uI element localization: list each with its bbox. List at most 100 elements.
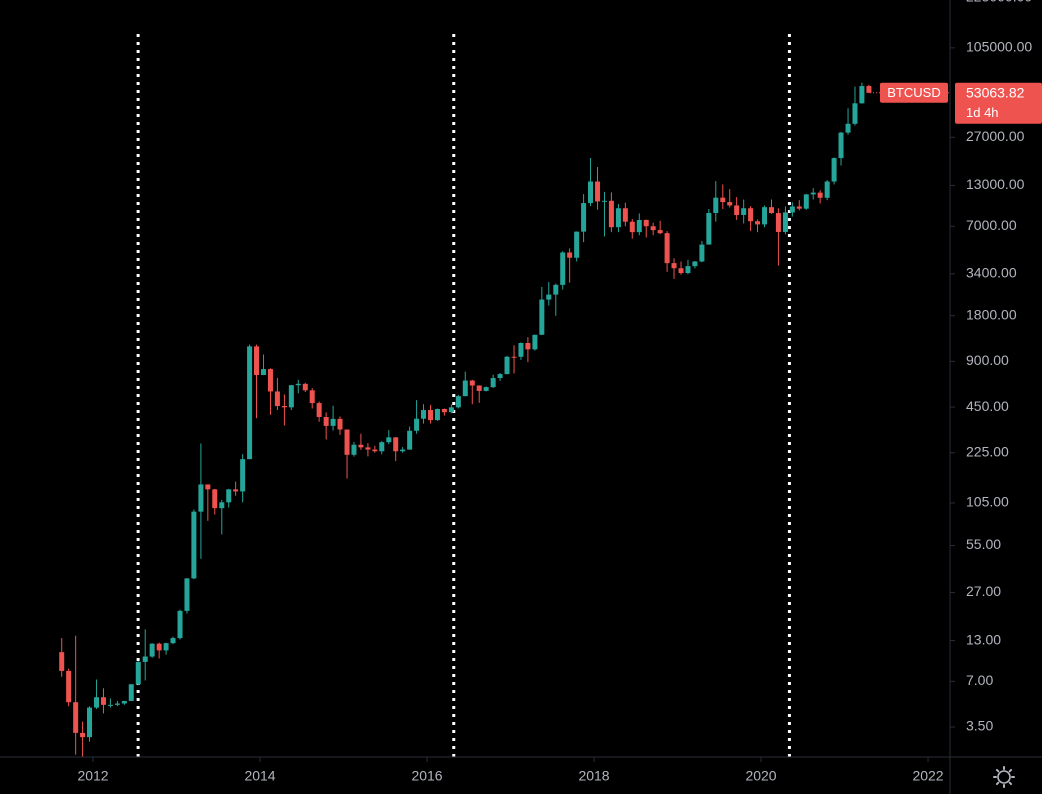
candle-body bbox=[372, 449, 378, 452]
candle-body bbox=[762, 207, 768, 225]
candle-body bbox=[727, 202, 733, 206]
candle-body bbox=[859, 86, 865, 104]
y-tick-label: 225000.00 bbox=[966, 0, 1032, 4]
y-tick-label: 55.00 bbox=[966, 536, 1001, 552]
candle-body bbox=[66, 670, 72, 703]
candle-body bbox=[142, 656, 148, 662]
candle-body bbox=[469, 380, 475, 386]
candle-body bbox=[518, 342, 524, 357]
candle-body bbox=[121, 700, 127, 704]
countdown-tag: 1d 4h bbox=[966, 105, 999, 120]
candle-body bbox=[755, 221, 761, 225]
candle-body bbox=[428, 410, 434, 421]
x-tick-label: 2020 bbox=[745, 768, 776, 784]
candle-body bbox=[588, 181, 594, 204]
candle-body bbox=[337, 418, 343, 430]
candle-body bbox=[685, 266, 691, 274]
candle-body bbox=[212, 489, 218, 509]
candle-body bbox=[483, 387, 489, 391]
candle-body bbox=[386, 437, 392, 443]
candle-body bbox=[316, 403, 322, 417]
candle-body bbox=[511, 356, 517, 358]
candle-body bbox=[302, 383, 308, 391]
price-tags: BTCUSD 53063.82 1d 4h bbox=[870, 82, 1042, 124]
candle-body bbox=[553, 284, 559, 295]
candle-body bbox=[748, 208, 754, 222]
candle-body bbox=[678, 268, 684, 274]
y-tick-label: 1800.00 bbox=[966, 306, 1017, 322]
candle-body bbox=[198, 484, 204, 512]
candle-body bbox=[421, 410, 427, 419]
y-tick-label: 13.00 bbox=[966, 631, 1001, 647]
candle-body bbox=[73, 702, 79, 733]
candle-body bbox=[525, 342, 531, 350]
x-tick-label: 2014 bbox=[244, 768, 275, 784]
candle-body bbox=[254, 346, 260, 375]
candle-body bbox=[295, 383, 301, 386]
candle-body bbox=[810, 192, 816, 195]
y-tick-label: 225.00 bbox=[966, 443, 1009, 459]
candle-body bbox=[233, 489, 239, 492]
x-tick-label: 2022 bbox=[912, 768, 943, 784]
candle-body bbox=[177, 610, 183, 639]
price-tag-bg bbox=[955, 82, 1042, 124]
candle-body bbox=[462, 380, 468, 397]
candle-body bbox=[636, 219, 642, 233]
candle-body bbox=[595, 181, 601, 202]
candle-body bbox=[247, 346, 253, 460]
settings-button[interactable] bbox=[993, 766, 1015, 788]
candle-body bbox=[664, 233, 670, 264]
candle-body bbox=[323, 416, 329, 426]
y-tick-label: 13000.00 bbox=[966, 176, 1025, 192]
y-tick-label: 27000.00 bbox=[966, 128, 1025, 144]
candle-body bbox=[497, 374, 503, 379]
symbol-tag-bg bbox=[880, 82, 948, 103]
candle-body bbox=[504, 356, 510, 375]
candle-body bbox=[650, 226, 656, 231]
candle-body bbox=[608, 200, 614, 228]
candle-body bbox=[831, 158, 837, 182]
candle-body bbox=[699, 244, 705, 262]
candle-body bbox=[643, 219, 649, 227]
candle-body bbox=[546, 294, 552, 300]
candle-body bbox=[713, 197, 719, 213]
candle-body bbox=[219, 502, 225, 509]
y-tick-label: 105000.00 bbox=[966, 39, 1032, 55]
symbol-tag: BTCUSD bbox=[887, 85, 940, 100]
candle-body bbox=[845, 123, 851, 133]
candle-body bbox=[671, 263, 677, 269]
candle-body bbox=[448, 407, 454, 413]
y-tick-label: 7000.00 bbox=[966, 217, 1017, 233]
x-tick-label: 2018 bbox=[578, 768, 609, 784]
candle-body bbox=[574, 231, 580, 258]
x-tick-label: 2012 bbox=[77, 768, 108, 784]
y-tick-label: 3400.00 bbox=[966, 265, 1017, 281]
candle-body bbox=[358, 444, 364, 448]
candle-body bbox=[441, 408, 447, 413]
candle-body bbox=[163, 643, 169, 651]
y-tick-label: 450.00 bbox=[966, 398, 1009, 414]
candle-body bbox=[803, 194, 809, 209]
candle-body bbox=[455, 396, 461, 408]
y-tick-label: 7.00 bbox=[966, 672, 993, 688]
candle-body bbox=[768, 207, 774, 214]
candle-body bbox=[407, 430, 413, 450]
candle-body bbox=[657, 230, 663, 234]
y-tick-label: 105.00 bbox=[966, 494, 1009, 510]
candle-body bbox=[94, 697, 100, 708]
candle-body bbox=[782, 212, 788, 232]
candle-body bbox=[205, 484, 211, 490]
candle-body bbox=[532, 334, 538, 350]
candle-body bbox=[852, 103, 858, 124]
candle-body bbox=[490, 378, 496, 388]
candle-body bbox=[393, 437, 399, 452]
candle-body bbox=[434, 408, 440, 421]
price-tag: 53063.82 bbox=[966, 84, 1025, 100]
candle-body bbox=[615, 208, 621, 228]
candle-body bbox=[114, 703, 120, 705]
candle-body bbox=[379, 442, 385, 452]
candle-body bbox=[100, 697, 106, 705]
candle-body bbox=[59, 652, 65, 671]
